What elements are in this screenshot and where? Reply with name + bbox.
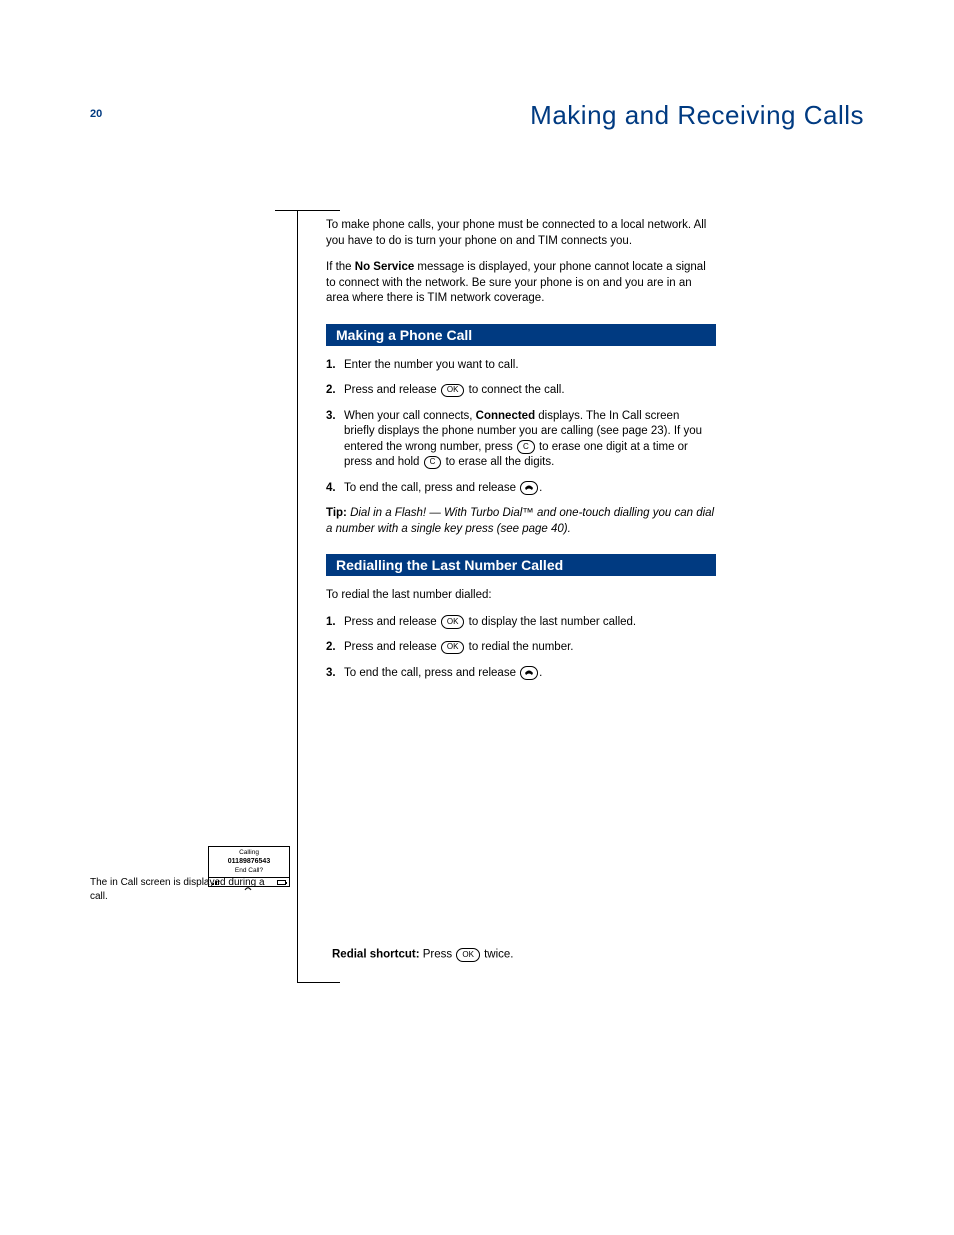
make-call-step-4: 4.To end the call, press and release . bbox=[326, 481, 716, 497]
redial-shortcut: Redial shortcut: Press OK twice. bbox=[332, 948, 722, 962]
ok-key-icon: OK bbox=[441, 641, 465, 655]
decorative-rule-bottom bbox=[297, 982, 340, 983]
ok-key-icon: OK bbox=[441, 615, 465, 629]
page-number: 20 bbox=[90, 108, 102, 120]
end-key-icon bbox=[520, 481, 538, 495]
make-call-tip: Tip: Dial in a Flash! — With Turbo Dial™… bbox=[326, 506, 716, 537]
intro-para-1: To make phone calls, your phone must be … bbox=[326, 218, 716, 249]
make-call-step-3: 3.When your call connects, Connected dis… bbox=[326, 409, 716, 471]
ok-key-icon: OK bbox=[456, 948, 480, 962]
section-heading-redial: Redialling the Last Number Called bbox=[326, 554, 716, 576]
page-title: Making and Receiving Calls bbox=[530, 100, 864, 131]
phone-screen-line3: End Call? bbox=[209, 867, 289, 874]
redial-step-1: 1.Press and release OK to display the la… bbox=[326, 615, 716, 631]
end-key-icon bbox=[520, 666, 538, 680]
decorative-rule-vertical bbox=[297, 210, 298, 982]
sidebar-caption: The in Call screen is displayed during a… bbox=[90, 876, 280, 903]
main-content: To make phone calls, your phone must be … bbox=[326, 218, 716, 691]
c-key-icon: C bbox=[424, 456, 442, 470]
make-call-step-2: 2.Press and release OK to connect the ca… bbox=[326, 383, 716, 399]
redial-step-3: 3.To end the call, press and release . bbox=[326, 666, 716, 682]
redial-intro: To redial the last number dialled: bbox=[326, 588, 716, 604]
section-heading-make-call: Making a Phone Call bbox=[326, 324, 716, 346]
phone-screen-line1: Calling bbox=[209, 849, 289, 856]
decorative-rule-top bbox=[275, 210, 340, 211]
ok-key-icon: OK bbox=[441, 384, 465, 398]
redial-step-2: 2.Press and release OK to redial the num… bbox=[326, 640, 716, 656]
phone-screen-line2: 01189876543 bbox=[209, 858, 289, 865]
make-call-step-1: 1.Enter the number you want to call. bbox=[326, 358, 716, 374]
c-key-icon: C bbox=[517, 440, 535, 454]
intro-para-2: If the No Service message is displayed, … bbox=[326, 260, 716, 307]
